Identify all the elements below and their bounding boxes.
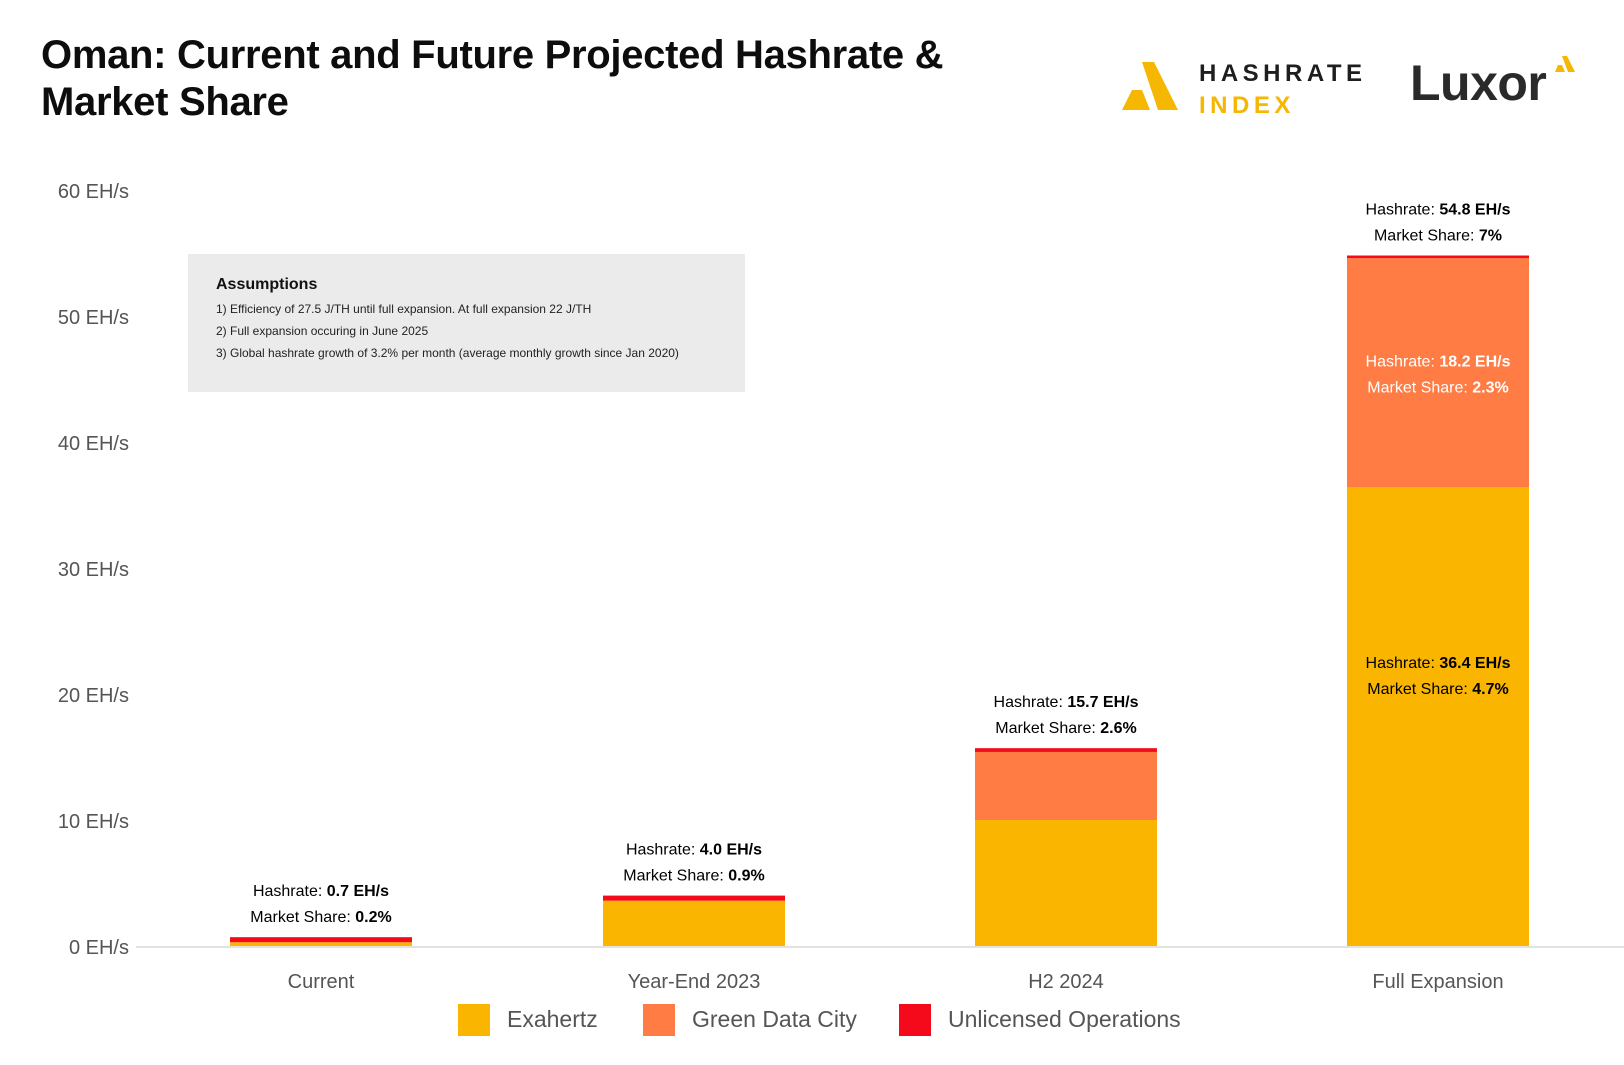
data-label-caption: Hashrate: [1366,202,1440,219]
bar-segment-exahertz [975,820,1157,946]
data-label: Hashrate: 18.2 EH/s [1366,354,1511,371]
data-label-value: 18.2 EH/s [1439,354,1510,371]
assumption-item: 1) Efficiency of 27.5 J/TH until full ex… [216,302,592,316]
luxor-logo-icon [1555,56,1575,72]
y-tick-label: 50 EH/s [58,307,129,329]
data-label-value: 15.7 EH/s [1067,694,1138,711]
data-label-caption: Hashrate: [994,694,1068,711]
logo-luxor-word: Luxor [1410,55,1547,111]
data-label: Market Share: 7% [1374,228,1502,245]
data-label-value: 4.7% [1472,681,1508,698]
bar-segment-unlicensed-operations [603,895,785,901]
data-label: Market Share: 4.7% [1367,681,1508,698]
hashrate-chart: 0 EH/s 10 EH/s 20 EH/s 30 EH/s 40 EH/s 50 EH/… [58,181,1624,993]
legend-label: Exahertz [507,1006,598,1032]
y-tick-label: 20 EH/s [58,685,129,707]
bar-segment-unlicensed-operations [230,937,412,943]
assumption-item: 3) Global hashrate growth of 3.2% per mo… [216,346,679,360]
hashrate-index-logo-icon [1122,62,1178,110]
data-label-caption: Hashrate: [1366,655,1440,672]
bar-segment-exahertz [230,942,412,946]
data-label-caption: Market Share: [1374,228,1479,245]
y-tick-label: 0 EH/s [69,937,129,959]
bar-segment-green-data-city [975,751,1157,820]
data-label-value: 0.2% [355,909,391,926]
logo-hashrate-word: HASHRATE [1199,60,1367,87]
data-label-caption: Market Share: [1367,681,1472,698]
data-label-value: 0.9% [728,868,764,885]
data-label-value: 0.7 EH/s [327,883,389,900]
page-title: Oman: Current and Future Projected Hashr… [41,33,944,124]
data-label-caption: Market Share: [995,720,1100,737]
y-tick-label: 60 EH/s [58,181,129,203]
data-label: Hashrate: 36.4 EH/s [1366,655,1511,672]
data-label-caption: Market Share: [250,909,355,926]
data-label-value: 4.0 EH/s [700,842,762,859]
assumptions-heading: Assumptions [216,276,318,293]
bar-segment-exahertz [603,900,785,946]
data-label: Hashrate: 54.8 EH/s [1366,202,1511,219]
data-label-value: 2.6% [1100,720,1136,737]
data-label: Market Share: 2.3% [1367,380,1508,397]
data-label-caption: Market Share: [1367,380,1472,397]
chart-legend: Exahertz Green Data City Unlicensed Oper… [0,1002,1624,1042]
legend-label: Unlicensed Operations [948,1006,1181,1032]
data-label-value: 7% [1479,228,1502,245]
x-tick-label: Full Expansion [1372,971,1503,993]
legend-label: Green Data City [692,1006,857,1032]
data-label-value: 2.3% [1472,380,1508,397]
bar-segment-unlicensed-operations [975,748,1157,752]
data-label-value: 36.4 EH/s [1439,655,1510,672]
bar-segment-green-data-city [1347,258,1529,488]
assumptions-box: Assumptions 1) Efficiency of 27.5 J/TH u… [188,254,745,392]
data-label: Market Share: 0.2% [250,909,391,926]
assumption-item: 2) Full expansion occuring in June 2025 [216,324,429,338]
x-tick-label: H2 2024 [1028,971,1104,993]
x-tick-label: Current [288,971,355,993]
data-label-caption: Market Share: [623,868,728,885]
data-label: Market Share: 0.9% [623,868,764,885]
y-tick-label: 30 EH/s [58,559,129,581]
data-label: Hashrate: 15.7 EH/s [994,694,1139,711]
data-label: Hashrate: 0.7 EH/s [253,883,389,900]
bar-segment-exahertz [1347,487,1529,946]
bar-segment-unlicensed-operations [1347,255,1529,259]
data-label-caption: Hashrate: [626,842,700,859]
luxor-logo: Luxor [1410,55,1600,120]
data-label: Market Share: 2.6% [995,720,1136,737]
legend-swatch-exahertz [458,1004,490,1036]
hashrate-index-logo: HASHRATE INDEX [1120,56,1370,120]
logo-index-word: INDEX [1199,92,1295,119]
x-tick-label: Year-End 2023 [628,971,761,993]
y-tick-label: 40 EH/s [58,433,129,455]
data-label-caption: Hashrate: [253,883,327,900]
legend-swatch-unlicensed-operations [899,1004,931,1036]
data-label-value: 54.8 EH/s [1439,202,1510,219]
data-label-caption: Hashrate: [1366,354,1440,371]
data-label: Hashrate: 4.0 EH/s [626,842,762,859]
legend-swatch-green-data-city [643,1004,675,1036]
y-tick-label: 10 EH/s [58,811,129,833]
